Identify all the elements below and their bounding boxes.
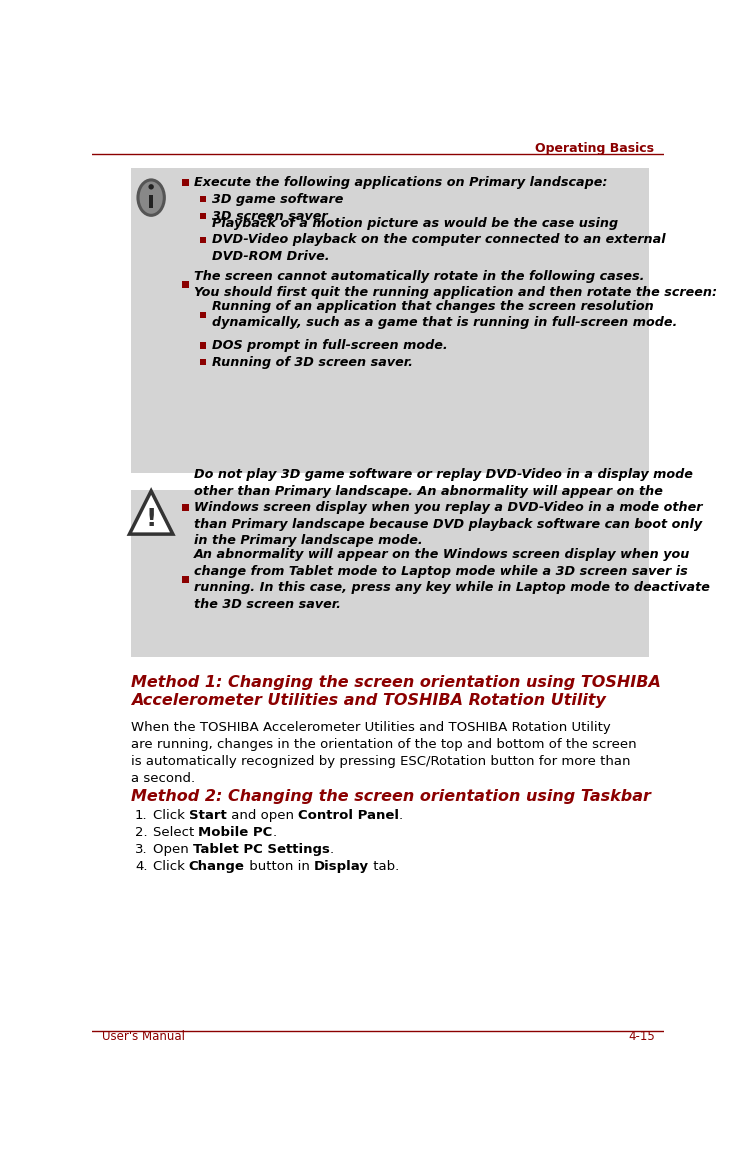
Text: The screen cannot automatically rotate in the following cases.
You should first : The screen cannot automatically rotate i…	[194, 270, 717, 299]
Text: 3D game software: 3D game software	[212, 192, 343, 205]
Polygon shape	[129, 491, 173, 534]
Text: Mobile PC: Mobile PC	[199, 826, 272, 839]
FancyBboxPatch shape	[200, 360, 206, 366]
FancyBboxPatch shape	[182, 504, 189, 511]
Text: Change: Change	[189, 860, 245, 873]
FancyBboxPatch shape	[200, 342, 206, 348]
Ellipse shape	[139, 182, 163, 213]
Text: tab.: tab.	[369, 860, 399, 873]
FancyBboxPatch shape	[182, 281, 189, 288]
Text: Running of 3D screen saver.: Running of 3D screen saver.	[212, 356, 413, 369]
Text: !: !	[145, 506, 157, 531]
Text: Open: Open	[153, 843, 193, 856]
Text: 2.: 2.	[135, 826, 148, 839]
FancyBboxPatch shape	[131, 490, 649, 656]
Text: 4.: 4.	[135, 860, 148, 873]
Text: 4-15: 4-15	[628, 1030, 655, 1043]
Text: Running of an application that changes the screen resolution
dynamically, such a: Running of an application that changes t…	[212, 300, 677, 329]
Text: and open: and open	[227, 809, 298, 822]
Text: 3.: 3.	[135, 843, 148, 856]
Text: button in: button in	[245, 860, 314, 873]
FancyBboxPatch shape	[131, 168, 649, 473]
Text: When the TOSHIBA Accelerometer Utilities and TOSHIBA Rotation Utility
are runnin: When the TOSHIBA Accelerometer Utilities…	[131, 721, 637, 785]
Text: Click: Click	[153, 809, 189, 822]
Ellipse shape	[148, 184, 154, 190]
FancyBboxPatch shape	[200, 213, 206, 219]
Text: .: .	[399, 809, 403, 822]
FancyBboxPatch shape	[182, 179, 189, 185]
FancyBboxPatch shape	[182, 577, 189, 582]
Text: User's Manual: User's Manual	[102, 1030, 184, 1043]
Text: 3D screen saver: 3D screen saver	[212, 210, 327, 223]
Text: .: .	[330, 843, 334, 856]
Text: Operating Basics: Operating Basics	[535, 142, 654, 155]
Text: Tablet PC Settings: Tablet PC Settings	[193, 843, 330, 856]
FancyBboxPatch shape	[149, 195, 154, 209]
Text: An abnormality will appear on the Windows screen display when you
change from Ta: An abnormality will appear on the Window…	[194, 548, 710, 611]
Text: Method 1: Changing the screen orientation using TOSHIBA
Accelerometer Utilities : Method 1: Changing the screen orientatio…	[131, 675, 661, 708]
Text: Select: Select	[153, 826, 199, 839]
Text: Execute the following applications on Primary landscape:: Execute the following applications on Pr…	[194, 176, 607, 189]
Text: Do not play 3D game software or replay DVD-Video in a display mode
other than Pr: Do not play 3D game software or replay D…	[194, 469, 703, 547]
Text: Method 2: Changing the screen orientation using Taskbar: Method 2: Changing the screen orientatio…	[131, 789, 651, 804]
Text: Display: Display	[314, 860, 369, 873]
Text: 1.: 1.	[135, 809, 148, 822]
Text: Start: Start	[189, 809, 227, 822]
Text: DOS prompt in full-screen mode.: DOS prompt in full-screen mode.	[212, 339, 447, 352]
Text: Playback of a motion picture as would be the case using
DVD-Video playback on th: Playback of a motion picture as would be…	[212, 217, 665, 263]
Text: Click: Click	[153, 860, 189, 873]
Text: Control Panel: Control Panel	[298, 809, 399, 822]
Ellipse shape	[137, 178, 166, 217]
Text: .: .	[272, 826, 277, 839]
FancyBboxPatch shape	[200, 312, 206, 318]
FancyBboxPatch shape	[200, 196, 206, 203]
FancyBboxPatch shape	[200, 237, 206, 243]
